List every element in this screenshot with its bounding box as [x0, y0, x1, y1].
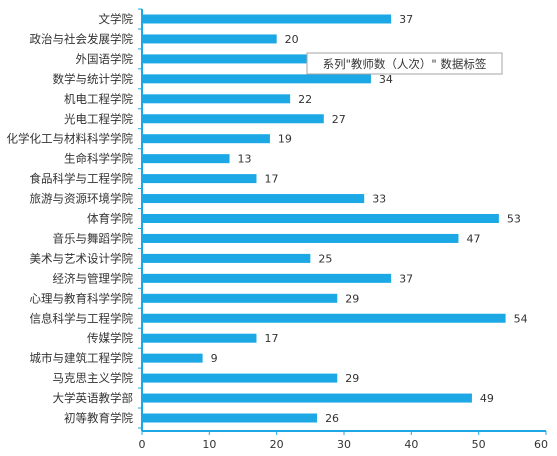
category-labels: 文学院政治与社会发展学院外国语学院数学与统计学院机电工程学院光电工程学院化学化工…: [7, 12, 134, 425]
value-label: 37: [399, 13, 413, 26]
value-label: 20: [285, 33, 299, 46]
category-label: 数学与统计学院: [53, 72, 134, 86]
x-tick-label: 50: [472, 438, 486, 451]
x-tick-label: 30: [337, 438, 351, 451]
bar: [142, 214, 499, 223]
value-label: 33: [372, 193, 386, 206]
x-tick-label: 60: [534, 438, 548, 451]
tooltip: 系列"教师数（人次）" 数据标签: [306, 52, 503, 75]
bar: [142, 413, 318, 423]
value-labels: 37 20 34 22 27 19 13 17 33 53 47 25 37 29 54 17 9 29 49 26: [211, 13, 528, 425]
value-label: 13: [238, 153, 252, 166]
value-label: 37: [399, 272, 413, 285]
category-label: 美术与艺术设计学院: [30, 251, 134, 265]
category-label: 心理与教育科学学院: [30, 291, 134, 305]
value-label: 25: [318, 252, 332, 265]
bar: [142, 74, 371, 84]
value-label: 19: [278, 133, 292, 146]
value-label: 29: [345, 372, 359, 385]
bar: [142, 233, 459, 243]
x-tick-label: 20: [270, 438, 284, 451]
category-label: 食品科学与工程学院: [30, 172, 134, 186]
value-label: 54: [514, 312, 528, 325]
bar: [142, 54, 311, 64]
category-label: 传媒学院: [87, 331, 133, 345]
bar: [142, 313, 506, 323]
value-label: 47: [466, 232, 480, 245]
value-label: 49: [480, 392, 494, 405]
value-label: 26: [325, 412, 339, 425]
category-label: 经济与管理学院: [53, 271, 134, 285]
bar: [142, 154, 230, 164]
bar: [142, 393, 472, 403]
value-label: 29: [345, 292, 359, 305]
value-label: 17: [264, 332, 278, 345]
value-label: 53: [507, 213, 521, 226]
bar: [142, 333, 257, 343]
bar: [142, 373, 338, 383]
category-label: 政治与社会发展学院: [30, 32, 134, 46]
value-label: 22: [298, 93, 312, 106]
category-label: 外国语学院: [76, 52, 134, 66]
bar: [142, 273, 392, 283]
value-label: 27: [332, 113, 346, 126]
category-label: 信息科学与工程学院: [30, 311, 134, 325]
category-label: 机电工程学院: [64, 92, 133, 106]
category-label: 光电工程学院: [64, 112, 133, 126]
category-label: 化学化工与材料科学学院: [7, 132, 134, 146]
value-label: 17: [264, 173, 278, 186]
axes: 0 10 20 30 40 50 60: [138, 8, 548, 451]
tooltip-box: [306, 52, 503, 75]
category-label: 旅游与资源环境学院: [30, 192, 134, 206]
bar: [142, 34, 277, 44]
category-label: 文学院: [99, 12, 134, 26]
bars-layer: [142, 14, 506, 423]
bar: [142, 14, 392, 24]
category-label: 生命科学学院: [64, 152, 133, 166]
bar: [142, 293, 338, 303]
x-tick-label: 0: [139, 438, 146, 451]
category-label: 初等教育学院: [64, 411, 133, 425]
bar: [142, 253, 311, 263]
bar: [142, 174, 257, 184]
bar: [142, 94, 291, 104]
bar: [142, 114, 324, 124]
bar: [142, 134, 270, 144]
bar: [142, 353, 203, 363]
category-label: 马克思主义学院: [53, 371, 134, 385]
x-tick-label: 40: [404, 438, 418, 451]
category-label: 大学英语教学部: [53, 391, 134, 405]
x-tick-label: 10: [202, 438, 216, 451]
bar: [142, 194, 365, 204]
value-label: 9: [211, 352, 218, 365]
tooltip-text: 系列"教师数（人次）" 数据标签: [323, 57, 487, 71]
value-label: 34: [379, 73, 393, 86]
category-label: 体育学院: [87, 212, 133, 226]
category-label: 音乐与舞蹈学院: [53, 231, 134, 245]
category-label: 城市与建筑工程学院: [30, 351, 134, 365]
